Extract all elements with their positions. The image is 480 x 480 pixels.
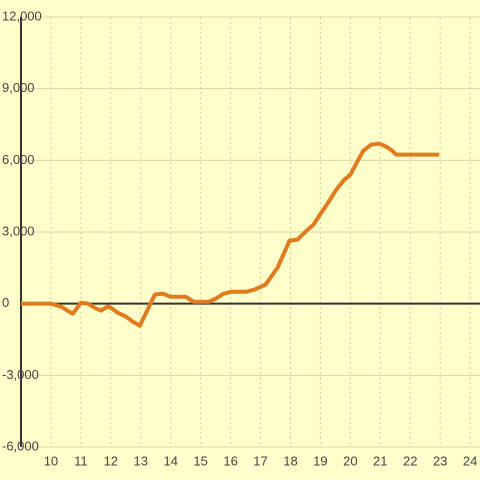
x-tick-label: 19 [313,453,327,468]
y-tick-label: -3,000 [2,367,39,382]
y-tick-label: 12,000 [2,8,42,23]
x-tick-label: 15 [193,453,207,468]
y-tick-label: 0 [2,295,9,310]
y-tick-label: 6,000 [2,152,35,167]
x-tick-label: 20 [343,453,357,468]
data-line [21,141,440,328]
x-tick-label: 10 [44,453,58,468]
x-tick-label: 14 [163,453,177,468]
y-tick-label: 3,000 [2,223,35,238]
x-tick-label: 22 [403,453,417,468]
x-tick-label: 18 [283,453,297,468]
x-tick-label: 17 [253,453,267,468]
x-tick-label: 16 [223,453,237,468]
x-tick-label: 13 [134,453,148,468]
x-tick-label: 24 [463,453,477,468]
x-tick-label: 12 [104,453,118,468]
y-tick-label: -6,000 [2,438,39,453]
x-tick-label: 11 [74,453,88,468]
y-tick-label: 9,000 [2,80,35,95]
x-tick-label: 23 [433,453,447,468]
x-tick-label: 21 [373,453,387,468]
